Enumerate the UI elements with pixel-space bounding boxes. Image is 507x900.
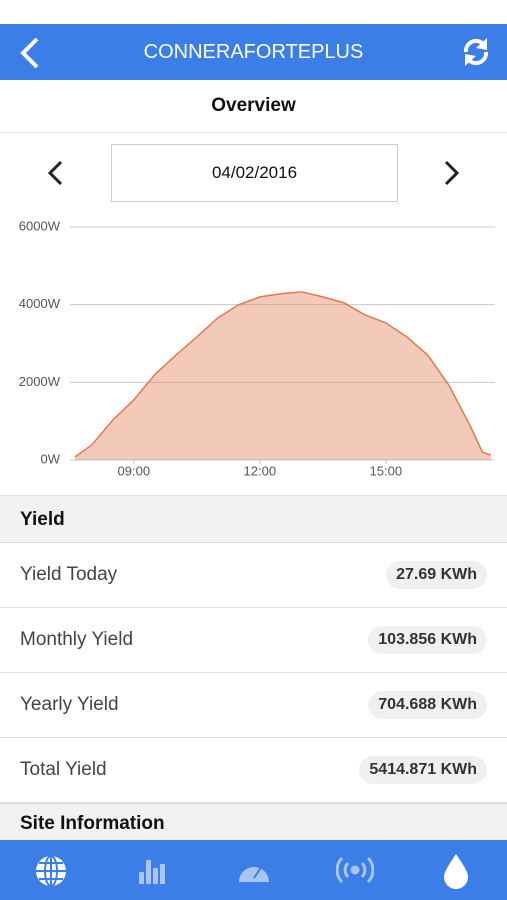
y-tick-label: 6000W xyxy=(19,218,61,233)
refresh-button[interactable] xyxy=(460,36,492,68)
row-label: Monthly Yield xyxy=(20,629,134,650)
tab-gauge[interactable] xyxy=(236,854,272,888)
y-tick-label: 4000W xyxy=(19,296,61,311)
section-header: Site Information xyxy=(0,803,507,840)
row-value: 5414.871 KWh xyxy=(359,756,487,784)
yield-row: Total Yield 5414.871 KWh xyxy=(0,738,507,803)
y-tick-label: 2000W xyxy=(19,374,61,389)
back-button[interactable] xyxy=(18,36,42,70)
row-label: Yearly Yield xyxy=(20,694,119,715)
header-title: CONNERAFORTEPLUS xyxy=(143,41,364,63)
area-fill xyxy=(75,291,491,460)
row-value: 27.69 KWh xyxy=(386,561,487,589)
tab-stats[interactable] xyxy=(137,854,169,886)
tab-water[interactable] xyxy=(442,852,470,890)
row-label: Yield Today xyxy=(20,564,118,585)
x-tick-label: 15:00 xyxy=(370,463,403,478)
yield-row: Monthly Yield 103.856 KWh xyxy=(0,608,507,673)
power-chart: 0W 2000W 4000W 6000W 09:00 12:00 15:00 xyxy=(19,218,495,478)
section-header: Yield xyxy=(0,495,507,543)
yield-row: Yearly Yield 704.688 KWh xyxy=(0,673,507,738)
row-label: Total Yield xyxy=(20,759,107,780)
date-field[interactable]: 04/02/2016 xyxy=(111,144,398,202)
x-tick-label: 09:00 xyxy=(118,463,151,478)
y-tick-label: 0W xyxy=(41,451,61,466)
x-tick-label: 12:00 xyxy=(244,463,277,478)
row-value: 103.856 KWh xyxy=(368,626,487,654)
tab-globe[interactable] xyxy=(34,854,68,888)
tab-signal[interactable] xyxy=(336,854,374,886)
next-date-button[interactable] xyxy=(442,160,462,188)
overview-title: Overview xyxy=(0,80,507,133)
header-bar: CONNERAFORTEPLUS xyxy=(0,24,507,80)
yield-row: Yield Today 27.69 KWh xyxy=(0,543,507,608)
prev-date-button[interactable] xyxy=(46,160,66,188)
area-line xyxy=(74,291,492,458)
row-value: 704.688 KWh xyxy=(368,691,487,719)
tab-bar xyxy=(0,840,507,900)
